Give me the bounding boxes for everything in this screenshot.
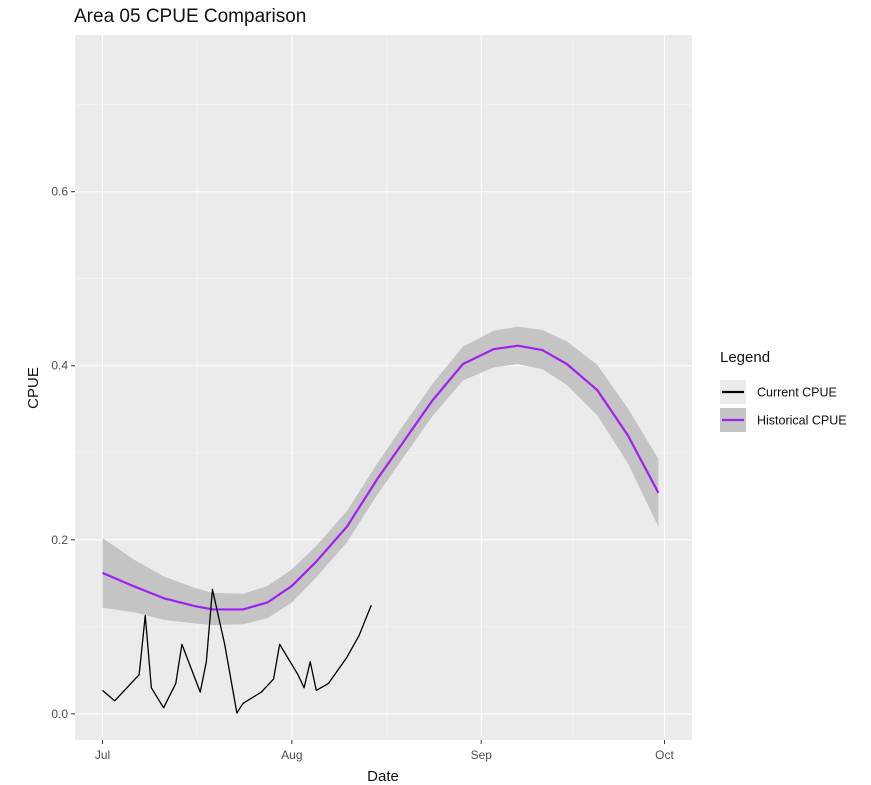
legend: Legend Current CPUE Historical CPUE xyxy=(720,349,847,432)
legend-title: Legend xyxy=(720,349,770,366)
y-tick-label: 0.2 xyxy=(51,533,68,547)
legend-label: Historical CPUE xyxy=(757,414,847,428)
chart-title: Area 05 CPUE Comparison xyxy=(74,6,307,27)
y-tick-label: 0.6 xyxy=(51,185,68,199)
x-tick-label: Sep xyxy=(471,748,493,762)
x-tick-label: Aug xyxy=(281,748,302,762)
legend-label: Current CPUE xyxy=(757,386,837,400)
x-tick-label: Jul xyxy=(95,748,110,762)
current-cpue-line xyxy=(102,588,372,714)
y-tick-label: 0.4 xyxy=(51,359,68,373)
series-lines xyxy=(102,344,660,714)
y-axis: 0.0 0.2 0.4 0.6 xyxy=(51,185,75,721)
historical-cpue-line xyxy=(102,344,660,611)
y-axis-title: CPUE xyxy=(25,367,42,409)
y-tick-label: 0.0 xyxy=(51,707,68,721)
x-axis-title: Date xyxy=(367,768,399,785)
x-axis: Jul Aug Sep Oct xyxy=(95,740,675,762)
x-tick-label: Oct xyxy=(655,748,674,762)
grid-major xyxy=(75,35,692,740)
